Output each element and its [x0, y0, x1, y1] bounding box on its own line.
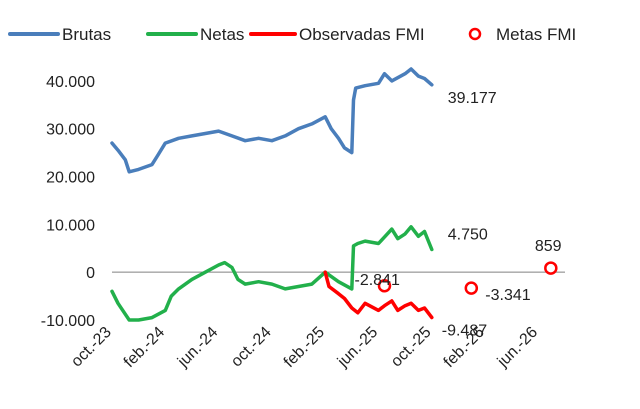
plot-area — [110, 67, 558, 322]
y-tick-label: 0 — [86, 265, 95, 282]
legend-item-metas-fmi: Metas FMI — [468, 25, 576, 44]
x-tick-label: jun.-25 — [334, 324, 381, 371]
x-tick-label: oct.-23 — [68, 324, 115, 371]
data-label: -3.341 — [485, 287, 530, 304]
x-tick-label: jun.-26 — [494, 324, 541, 371]
data-label: 39.177 — [448, 90, 497, 107]
x-tick-label: feb.-25 — [281, 324, 328, 371]
legend-label-metas-fmi: Metas FMI — [496, 25, 576, 44]
y-tick-label: 40.000 — [46, 74, 95, 91]
y-tick-label: 30.000 — [46, 122, 95, 139]
data-labels: 39.177 4.750 -9.487 -2.841 -3.341 859 — [354, 90, 561, 340]
data-label: -2.841 — [354, 272, 399, 289]
legend-label-brutas: Brutas — [62, 25, 111, 44]
marker-metas-fmi — [377, 279, 392, 293]
series-line-observadas-fmi — [323, 270, 434, 320]
legend-item-observadas-fmi: Observadas FMI — [249, 25, 425, 44]
x-tick-label: oct.-25 — [388, 324, 435, 371]
y-tick-label: -10.000 — [41, 313, 95, 330]
data-label: 859 — [535, 238, 562, 255]
legend-item-netas: Netas — [146, 25, 244, 44]
y-tick-label: 10.000 — [46, 217, 95, 234]
legend-swatch-metas-fmi — [468, 27, 482, 41]
legend: Brutas Netas Observadas FMI Metas FMI — [8, 25, 576, 44]
data-label: -9.487 — [442, 323, 487, 340]
legend-label-netas: Netas — [200, 25, 244, 44]
marker-metas-fmi — [544, 261, 558, 275]
series-line-netas — [110, 225, 434, 322]
y-tick-label: 20.000 — [46, 170, 95, 187]
data-label: 4.750 — [448, 226, 488, 243]
legend-item-brutas: Brutas — [8, 25, 111, 44]
x-tick-label: feb.-24 — [121, 324, 168, 371]
legend-label-observadas-fmi: Observadas FMI — [299, 25, 425, 44]
x-tick-label: jun.-24 — [174, 324, 221, 371]
marker-metas-fmi — [464, 281, 479, 295]
series-line-brutas — [110, 67, 434, 174]
x-tick-label: oct.-24 — [228, 324, 275, 371]
